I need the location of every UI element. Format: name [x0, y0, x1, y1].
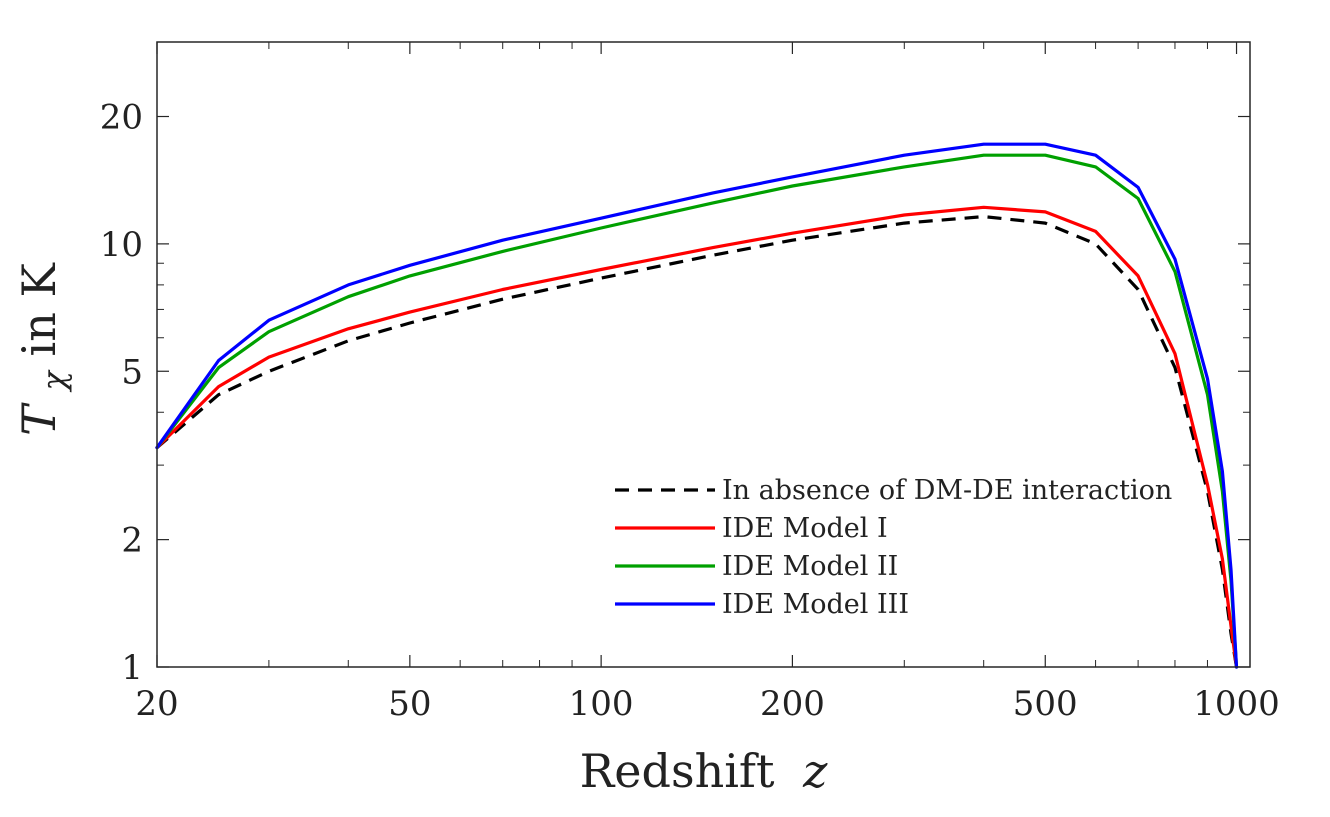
legend-label: IDE Model III [722, 589, 909, 620]
y-tick-label: 2 [121, 521, 143, 561]
legend-label: IDE Model II [722, 551, 898, 582]
y-axis-title: T χ in K [12, 262, 76, 436]
y-tick-label: 20 [100, 98, 143, 138]
y-tick-label: 5 [121, 352, 143, 392]
legend-label: IDE Model I [722, 513, 888, 544]
x-tick-label: 100 [569, 684, 634, 724]
y-axis-title-variable: T [12, 402, 66, 436]
legend: In absence of DM-DE interaction IDE Model… [615, 475, 1172, 620]
x-tick-label: 500 [1013, 684, 1078, 724]
x-axis-title-variable: z [802, 744, 828, 798]
y-tick-labels: 1 2 5 10 20 [100, 98, 143, 688]
series-line [155, 215, 1239, 668]
x-tick-labels: 20 50 100 200 500 1000 [135, 684, 1279, 724]
x-axis-title-text: Redshift [580, 744, 775, 798]
y-tick-label: 10 [100, 225, 143, 265]
x-tick-label: 50 [388, 684, 431, 724]
series-line [155, 153, 1239, 669]
series-line [155, 205, 1239, 669]
y-tick-label: 1 [121, 648, 143, 688]
x-tick-label: 20 [135, 684, 178, 724]
y-axis-title-unit: in K [12, 262, 66, 357]
plot-frame [156, 41, 1251, 668]
x-tick-label: 1000 [1193, 684, 1280, 724]
y-axis-title-subscript: χ [35, 370, 73, 393]
x-tick-label: 200 [760, 684, 825, 724]
x-axis-title: Redshift z [580, 744, 828, 798]
series-layer [155, 142, 1239, 669]
series-line [155, 142, 1239, 669]
legend-label: In absence of DM-DE interaction [722, 475, 1172, 506]
